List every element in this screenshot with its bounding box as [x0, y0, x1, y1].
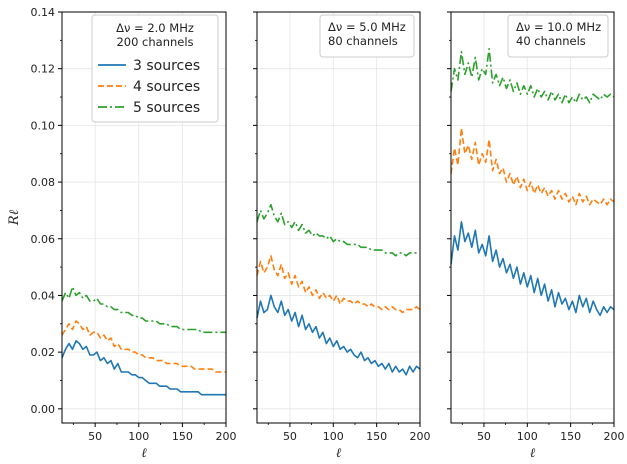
y-tick-label: 0.02: [31, 346, 56, 359]
axes-frame: [61, 11, 227, 424]
series-line-5-sources: [61, 286, 226, 334]
series-line-5-sources: [450, 47, 615, 104]
info-line: Δν = 5.0 MHz: [328, 20, 406, 34]
x-axis-label: ℓ: [530, 446, 536, 461]
axes-frame: [450, 11, 615, 424]
x-tick-label: 200: [216, 430, 237, 443]
series-line-4-sources: [61, 320, 226, 373]
info-line: 40 channels: [516, 34, 586, 48]
x-tick-label: 150: [366, 430, 387, 443]
y-tick-label: 0.12: [31, 63, 56, 76]
panel-1: 0.00 0.02 0.04 0.06 0.08 0.10 0.12 0.14 50 100 150…: [31, 6, 237, 461]
x-tick-label: 200: [604, 430, 625, 443]
y-tick-label: 0.04: [31, 289, 56, 302]
series-line-5-sources: [256, 203, 420, 257]
x-tick-label: 50: [477, 430, 491, 443]
series-line-4-sources: [450, 127, 615, 206]
legend-entry: 4 sources: [133, 79, 200, 95]
axes-frame: [256, 11, 421, 424]
x-tick-label: 200: [410, 430, 431, 443]
info-line: Δν = 10.0 MHz: [516, 20, 601, 34]
y-axis-label: Rℓ: [7, 209, 22, 226]
series-line-4-sources: [256, 255, 421, 314]
x-tick-label: 50: [88, 430, 102, 443]
x-tick-label: 150: [560, 430, 581, 443]
legend-info-line: Δν = 2.0 MHz: [116, 21, 194, 35]
legend-entry: 5 sources: [133, 100, 200, 116]
x-tick-label: 100: [517, 430, 538, 443]
series-line-3-sources: [450, 221, 615, 317]
info-box: [319, 14, 415, 58]
y-tick-label: 0.10: [31, 119, 56, 132]
legend-entry: 3 sources: [133, 58, 200, 74]
x-axis-label: ℓ: [141, 446, 147, 461]
y-tick-label: 0.06: [31, 233, 56, 246]
info-box: [507, 14, 609, 58]
series-line-3-sources: [256, 294, 421, 376]
y-tick-label: 0.00: [31, 403, 56, 416]
x-tick-label: 100: [323, 430, 344, 443]
info-line: 80 channels: [328, 34, 398, 48]
legend-info-line: 200 channels: [116, 35, 193, 49]
x-tick-label: 150: [172, 430, 193, 443]
series-line-3-sources: [61, 339, 226, 396]
legend-box: [91, 14, 219, 123]
x-tick-label: 50: [283, 430, 297, 443]
y-tick-label: 0.08: [31, 176, 56, 189]
y-tick-label: 0.14: [31, 6, 56, 19]
x-tick-label: 100: [128, 430, 149, 443]
x-axis-label: ℓ: [336, 446, 342, 461]
